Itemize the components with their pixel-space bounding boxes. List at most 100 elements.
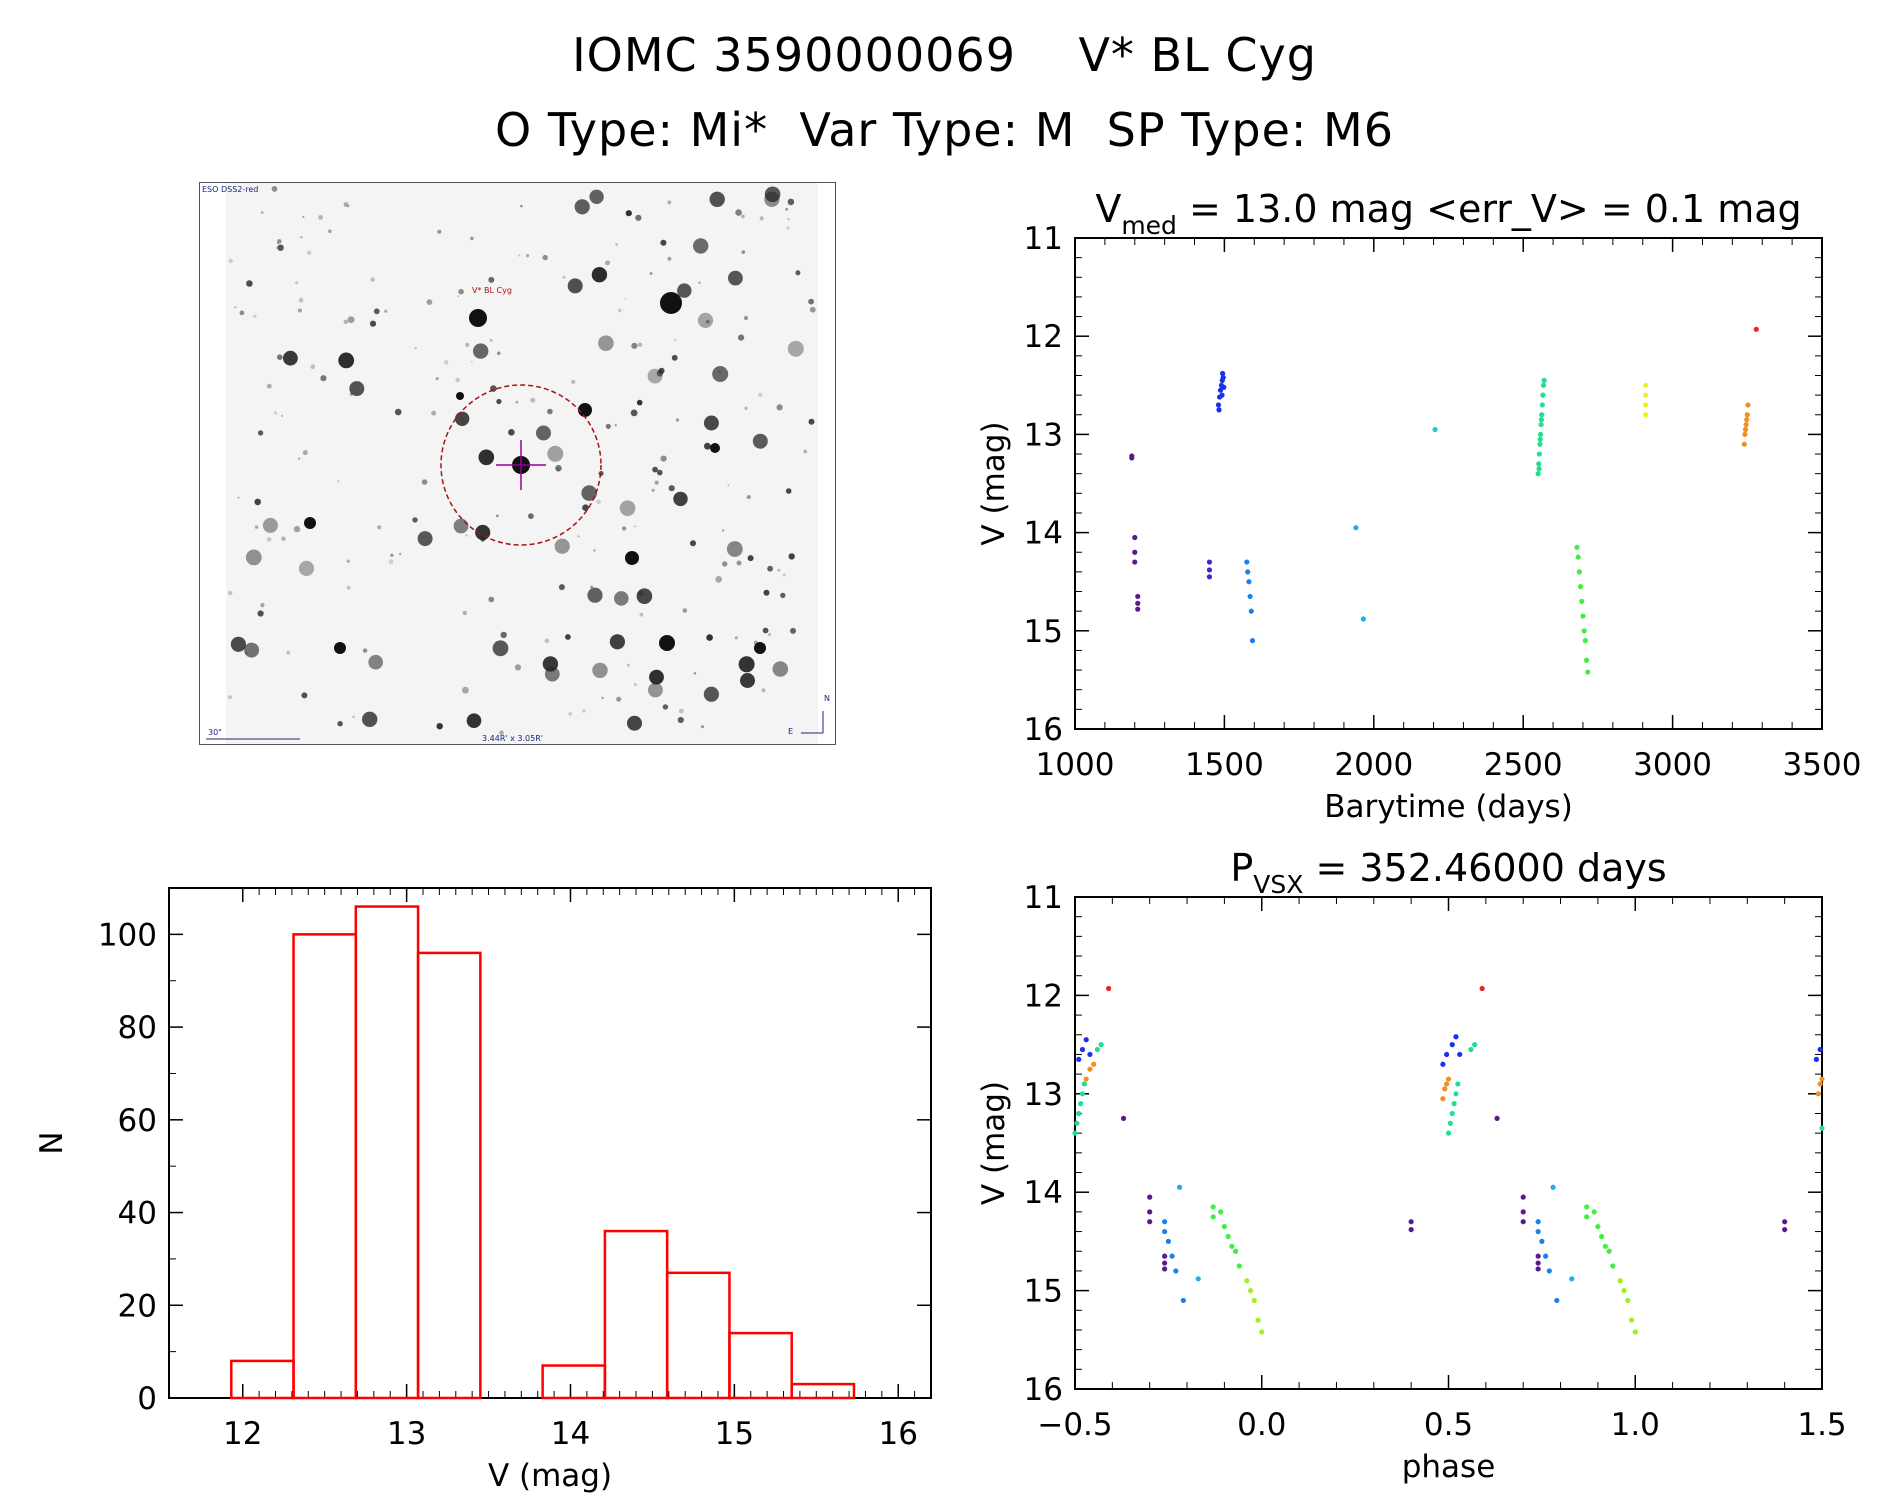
star: [567, 278, 583, 294]
star: [547, 445, 564, 462]
phased-point-p5: [1494, 1115, 1500, 1121]
lightcurve-point-s1: [1129, 453, 1135, 459]
star: [639, 612, 644, 617]
phased-point-p8: [1236, 1263, 1242, 1269]
phased-point-p4: [1447, 1120, 1453, 1126]
star: [370, 277, 375, 282]
lightcurve-point-s10: [1744, 417, 1750, 423]
phased-point-p5: [1782, 1219, 1788, 1225]
phased-point-p7: [1569, 1276, 1575, 1282]
phased-point-p3: [1819, 1076, 1825, 1082]
star: [764, 191, 780, 207]
lightcurve-point-s4: [1244, 559, 1250, 565]
phased-point-p3: [1817, 1081, 1823, 1087]
phased-frame: [1074, 896, 1823, 1390]
star: [496, 398, 502, 405]
star: [544, 638, 550, 644]
star: [673, 491, 688, 507]
star: [310, 364, 316, 370]
star: [590, 585, 594, 589]
phased-point-p7: [1176, 1184, 1183, 1190]
phased-point-p5: [1520, 1209, 1526, 1215]
star: [735, 209, 742, 216]
star: [362, 711, 378, 727]
lightcurve-point-s8: [1575, 554, 1581, 560]
target-label: V* BL Cyg: [472, 286, 512, 295]
star: [726, 541, 743, 557]
star: [399, 552, 402, 556]
lightcurve-point-s10: [1742, 431, 1748, 437]
star: [752, 433, 768, 449]
star: [228, 258, 233, 264]
star: [489, 339, 493, 342]
phased-point-p5: [1408, 1226, 1414, 1233]
star: [230, 636, 246, 652]
star: [555, 464, 562, 472]
star: [286, 650, 290, 655]
star: [562, 275, 566, 279]
lightcurve-point-s1: [1132, 534, 1138, 541]
target-circle: [440, 384, 602, 546]
lightcurve-point-s11: [1753, 326, 1759, 332]
phased-point-p2: [1440, 1061, 1446, 1067]
star: [577, 535, 580, 538]
phased-point-p4: [1081, 1081, 1087, 1087]
phased-point-p2: [1444, 1051, 1450, 1058]
star: [621, 526, 627, 531]
lightcurve-frame: [1074, 237, 1823, 730]
star: [589, 189, 604, 204]
star: [677, 716, 684, 724]
star: [624, 298, 627, 301]
phased-point-p4: [1449, 1110, 1455, 1117]
star: [277, 239, 282, 244]
star: [307, 250, 312, 255]
phased-point-p4: [1072, 1130, 1078, 1136]
star: [362, 648, 368, 653]
star: [488, 596, 495, 603]
star: [302, 450, 308, 456]
phased-point-p8: [1610, 1263, 1616, 1269]
star: [455, 411, 470, 426]
star: [703, 415, 719, 431]
star: [647, 368, 663, 384]
star: [280, 414, 284, 418]
star: [328, 229, 332, 233]
phased-point-p8: [1218, 1209, 1224, 1215]
phased-point-p6: [1165, 1238, 1171, 1244]
star: [787, 340, 804, 357]
phased-point-p8: [1210, 1214, 1216, 1220]
star: [253, 314, 257, 318]
star: [738, 334, 745, 341]
lightcurve-ylabel: V (mag): [976, 421, 1012, 545]
star: [488, 276, 495, 283]
lightcurve-point-s7: [1540, 392, 1546, 398]
lightcurve-ytick-label: 11: [1024, 221, 1063, 257]
phased-ytick-label: 14: [1024, 1175, 1063, 1211]
star: [705, 319, 710, 324]
phased-point-p4: [1094, 1046, 1101, 1053]
star: [758, 392, 763, 397]
star: [508, 429, 515, 436]
star: [496, 351, 501, 356]
lightcurve-point-s1: [1132, 559, 1138, 565]
phased-point-p4: [1472, 1042, 1478, 1048]
lightcurve-point-s9: [1643, 392, 1649, 398]
star: [772, 661, 789, 677]
star: [741, 214, 745, 219]
star: [581, 485, 597, 501]
phased-point-p5: [1162, 1266, 1168, 1272]
phased-point-p3: [1087, 1066, 1093, 1072]
phased-ytick-label: 11: [1024, 880, 1063, 916]
star: [254, 498, 261, 506]
phased-point-p4: [1076, 1110, 1082, 1117]
star: [465, 342, 470, 347]
star: [654, 480, 659, 485]
star: [759, 216, 764, 221]
lightcurve-point-s10: [1741, 441, 1747, 447]
lightcurve-point-s7: [1540, 382, 1547, 388]
lightcurve-point-s8: [1574, 544, 1580, 550]
star: [444, 360, 449, 365]
star: [722, 561, 728, 567]
phased-point-p4: [1819, 1125, 1825, 1131]
lightcurve-point-s10: [1743, 421, 1749, 428]
